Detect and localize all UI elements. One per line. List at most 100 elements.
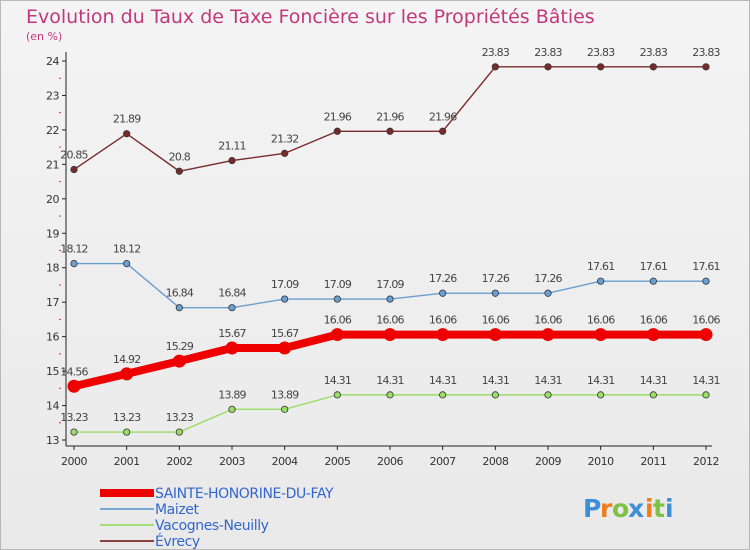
proxiti-logo: Pr ox i t i xyxy=(583,494,674,523)
data-point xyxy=(70,259,78,268)
data-point xyxy=(702,277,710,285)
logo-letter: i xyxy=(665,494,674,523)
legend-label: Vacognes-Neuilly xyxy=(155,518,269,534)
y-tick-label: 14 xyxy=(46,400,59,413)
data-label: 16.06 xyxy=(429,314,457,327)
data-label: 13.23 xyxy=(113,411,141,424)
data-label: 13.23 xyxy=(166,411,194,424)
data-point xyxy=(330,328,344,342)
data-label: 20.8 xyxy=(169,150,191,163)
data-label: 14.56 xyxy=(60,365,88,378)
data-label: 17.61 xyxy=(640,260,668,273)
data-point xyxy=(383,328,397,342)
y-tick-label: 17 xyxy=(46,296,59,309)
data-point xyxy=(439,127,447,135)
data-point xyxy=(386,295,394,303)
data-point xyxy=(544,391,552,399)
data-point xyxy=(488,328,502,342)
data-point xyxy=(597,63,605,71)
data-point xyxy=(646,328,660,342)
logo-letter: P xyxy=(583,494,601,523)
series-sainte-honorine-du-fay: 14.56 14.92 15.29 15.67 15.67 16.06 16.06 16.06… xyxy=(60,314,721,393)
x-tick-label: 2008 xyxy=(482,455,508,468)
data-label: 21.96 xyxy=(429,110,457,123)
y-tick-label: 22 xyxy=(46,124,59,137)
data-label: 13.89 xyxy=(218,388,246,401)
data-label: 21.89 xyxy=(113,113,141,126)
data-point xyxy=(70,165,78,174)
data-point xyxy=(281,149,289,157)
data-point xyxy=(699,328,713,342)
data-label: 16.06 xyxy=(640,314,668,327)
logo-letter: o xyxy=(612,494,629,523)
data-label: 16.06 xyxy=(482,314,510,327)
data-label: 14.92 xyxy=(113,353,141,366)
data-point xyxy=(175,304,183,312)
data-label: 16.06 xyxy=(534,314,562,327)
data-point xyxy=(333,127,341,135)
x-tick-label: 2005 xyxy=(324,455,350,468)
series-layer: 20.85 21.89 20.8 21.11 21.32 21.96 21.96 21.96 2… xyxy=(60,46,721,436)
y-tick-label: 23 xyxy=(46,89,59,102)
y-tick-label: 24 xyxy=(46,55,59,68)
data-point xyxy=(702,63,710,71)
legend: SAINTE-HONORINE-DU-FAYMaizetVacognes-Neu… xyxy=(100,486,334,550)
data-label: 15.67 xyxy=(271,327,299,340)
data-point xyxy=(491,63,499,71)
data-point xyxy=(228,304,236,312)
data-point xyxy=(386,391,394,399)
data-label: 16.06 xyxy=(692,314,720,327)
data-point xyxy=(225,341,239,355)
data-label: 17.09 xyxy=(271,278,299,291)
y-tick-label: 15 xyxy=(46,365,59,378)
data-point xyxy=(228,156,236,165)
data-label: 17.61 xyxy=(587,260,615,273)
data-point xyxy=(649,391,657,399)
data-point xyxy=(67,379,81,393)
data-label: 15.67 xyxy=(218,327,246,340)
data-point xyxy=(175,428,183,436)
data-point xyxy=(70,428,78,436)
x-tick-label: 2003 xyxy=(219,455,245,468)
y-tick-label: 19 xyxy=(46,227,59,240)
data-point xyxy=(436,328,450,342)
data-point xyxy=(439,289,447,297)
logo-letter: r xyxy=(600,494,613,523)
data-point xyxy=(597,277,605,285)
chart-title: Evolution du Taux de Taxe Foncière sur l… xyxy=(26,6,595,28)
data-label: 14.31 xyxy=(429,374,457,387)
data-point xyxy=(597,391,605,399)
x-tick-label: 2000 xyxy=(61,455,87,468)
x-tick-label: 2006 xyxy=(377,455,403,468)
y-tick-label: 21 xyxy=(46,158,59,171)
data-point xyxy=(541,328,555,342)
y-tick-label: 13 xyxy=(46,434,59,447)
data-point xyxy=(544,63,552,71)
data-point xyxy=(228,405,236,413)
data-label: 14.31 xyxy=(534,374,562,387)
series--vrecy: 20.85 21.89 20.8 21.11 21.32 21.96 21.96 21.96 2… xyxy=(60,46,721,175)
data-label: 23.83 xyxy=(534,46,562,59)
data-label: 16.84 xyxy=(166,287,194,300)
data-label: 23.83 xyxy=(587,46,615,59)
data-point xyxy=(123,130,131,138)
data-point xyxy=(491,391,499,399)
x-tick-label: 2002 xyxy=(166,455,192,468)
data-label: 14.31 xyxy=(376,374,404,387)
data-label: 17.61 xyxy=(692,260,720,273)
y-tick-label: 18 xyxy=(46,262,59,275)
data-label: 14.31 xyxy=(587,374,615,387)
data-point xyxy=(333,391,341,399)
data-point xyxy=(123,259,131,268)
x-tick-label: 2010 xyxy=(588,455,614,468)
data-point xyxy=(594,328,608,342)
data-point xyxy=(120,367,134,381)
data-label: 18.12 xyxy=(113,243,141,256)
data-point xyxy=(333,295,341,303)
logo-letter: x xyxy=(628,494,644,523)
data-point xyxy=(175,167,183,175)
data-point xyxy=(386,127,394,135)
data-label: 17.09 xyxy=(376,278,404,291)
